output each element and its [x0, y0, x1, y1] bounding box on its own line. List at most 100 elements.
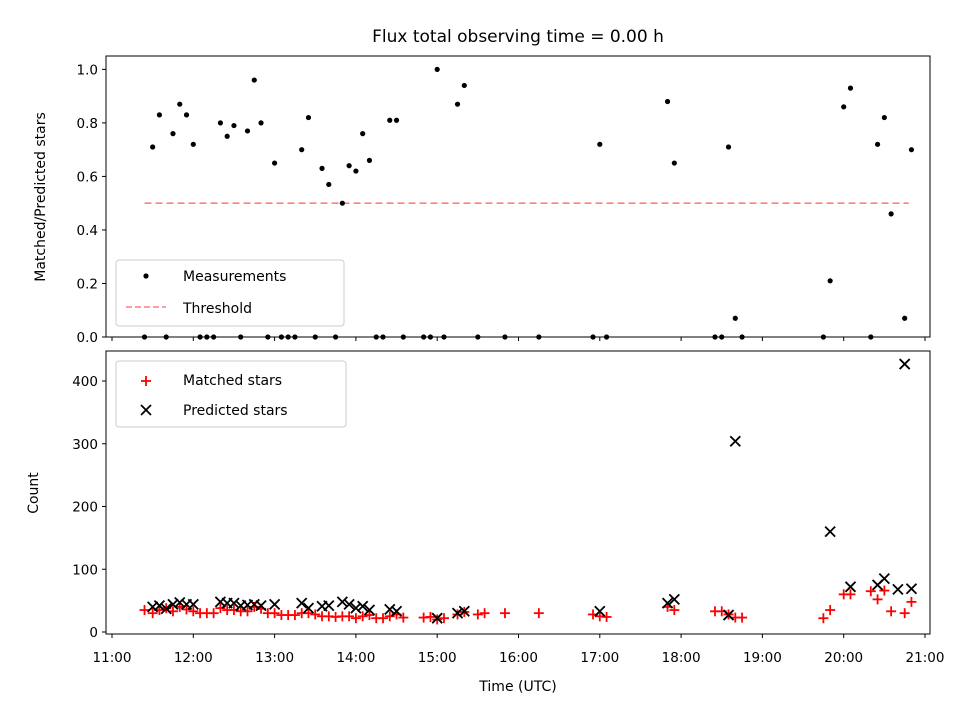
top-axes-frame [105, 55, 931, 338]
predicted-star-point [302, 602, 315, 614]
measurement-point [305, 114, 312, 121]
matched-star-point [398, 612, 409, 623]
predicted-star-point [899, 358, 911, 370]
matched-star-point [872, 594, 883, 605]
predicted-star-point [268, 598, 281, 611]
predicted-star-point [384, 603, 396, 616]
matched-star-point [865, 586, 876, 597]
predicted-star-point [167, 598, 179, 611]
x-tick-label: 16:00 [499, 650, 538, 666]
matched-star-point [533, 608, 544, 619]
predicted-star-point [296, 597, 308, 609]
bottom-y-tick-label: 400 [72, 374, 98, 390]
matched-star-point [364, 610, 375, 621]
bottom-axes-frame [105, 350, 931, 635]
predicted-star-point [878, 573, 890, 585]
predicted-star-point [722, 609, 735, 621]
predicted-star-point [661, 597, 674, 609]
top-y-tick-label: 0.2 [77, 276, 98, 292]
measurement-point [346, 163, 352, 169]
measurement-point [326, 181, 332, 188]
measurement-point [664, 98, 671, 105]
bottom-x-ticks: 11:00 12:00 13:00 14:00 15:00 16:00 17:00 18:00… [93, 634, 944, 666]
top-y-ticks: 0.0 0.2 0.4 0.6 0.8 1.0 [77, 62, 106, 346]
chart-title: Flux total observing time = 0.00 h [372, 27, 664, 47]
predicted-star-point [458, 605, 470, 617]
predicted-star-point [228, 597, 240, 609]
measurement-point [258, 120, 264, 126]
measurement-point [360, 131, 366, 137]
measurement-point [461, 82, 467, 89]
measurement-point [847, 85, 854, 91]
matched-star-point [344, 611, 355, 622]
measurement-point [387, 117, 393, 123]
bottom-y-axis-label: Count [26, 472, 42, 514]
top-y-tick-label: 1.0 [77, 62, 98, 78]
predicted-star-point [160, 603, 172, 615]
predicted-star-point [153, 600, 166, 612]
matched-star-point [472, 609, 483, 620]
top-legend: Measurements Threshold [115, 259, 345, 327]
matched-star-point [886, 606, 897, 617]
matched-star-point [215, 603, 226, 614]
matched-star-point [737, 612, 748, 623]
predicted-star-point [431, 612, 443, 624]
measurement-point [827, 278, 833, 284]
predicted-star-point [187, 598, 199, 611]
top-panel: 0.0 0.2 0.4 0.6 0.8 1.0 Matched/Predicted sta… [33, 55, 931, 346]
bottom-y-tick-label: 100 [72, 562, 98, 578]
measurement-point [434, 66, 440, 72]
matched-star-point [208, 608, 219, 619]
top-legend-box [115, 259, 345, 327]
matched-star-point [181, 604, 192, 615]
matched-star-point [303, 608, 314, 619]
measurement-point [156, 112, 163, 118]
legend-threshold-label: Threshold [182, 301, 252, 317]
predicted-star-point [390, 605, 403, 617]
matched-star-point [378, 613, 388, 624]
measurement-point [353, 168, 359, 174]
matched-star-point [499, 608, 510, 619]
measurement-point [231, 122, 237, 129]
matched-star-point [899, 608, 910, 619]
top-y-tick-label: 0.0 [77, 330, 98, 346]
predicted-star-point [668, 593, 680, 606]
matched-star-point [425, 611, 436, 622]
x-tick-label: 19:00 [743, 650, 782, 666]
top-y-tick-label: 0.6 [77, 169, 98, 185]
measurement-point [319, 165, 325, 171]
predicted-star-point [905, 583, 918, 595]
matched-star-point [479, 608, 490, 619]
bottom-panel: 11:00 12:00 13:00 14:00 15:00 16:00 17:00 18:00… [26, 350, 944, 695]
matched-star-point [845, 589, 856, 600]
predicted-star-point [844, 581, 857, 593]
x-tick-label: 14:00 [336, 650, 375, 666]
matched-star-point [906, 596, 917, 607]
measurement-point [725, 144, 732, 150]
matched-star-point [384, 611, 395, 622]
measurement-point [217, 120, 223, 126]
matched-star-point [350, 613, 361, 624]
measurement-point [881, 114, 887, 121]
matched-star-point [879, 585, 890, 596]
predicted-star-point [357, 600, 369, 612]
measurement-point [177, 101, 183, 107]
bottom-y-ticks: 0 100 200 300 400 [72, 374, 106, 641]
matched-star-point [825, 605, 836, 616]
top-y-tick-label: 0.8 [77, 116, 98, 132]
predicted-star-point [594, 605, 606, 617]
matched-star-point [139, 605, 150, 616]
bottom-y-tick-label: 300 [72, 437, 98, 453]
top-y-axis-label: Matched/Predicted stars [33, 112, 49, 282]
x-axis-label: Time (UTC) [478, 679, 556, 695]
measurement-point [908, 147, 915, 153]
predicted-star-point [255, 600, 267, 612]
bottom-legend-box [115, 360, 347, 428]
predicted-star-point [323, 600, 335, 612]
measurement-point [272, 160, 278, 166]
x-tick-label: 20:00 [824, 650, 863, 666]
bottom-plot-marks [139, 358, 918, 625]
bottom-legend: Matched stars Predicted stars [115, 360, 347, 428]
legend-measurements-marker [143, 273, 149, 279]
